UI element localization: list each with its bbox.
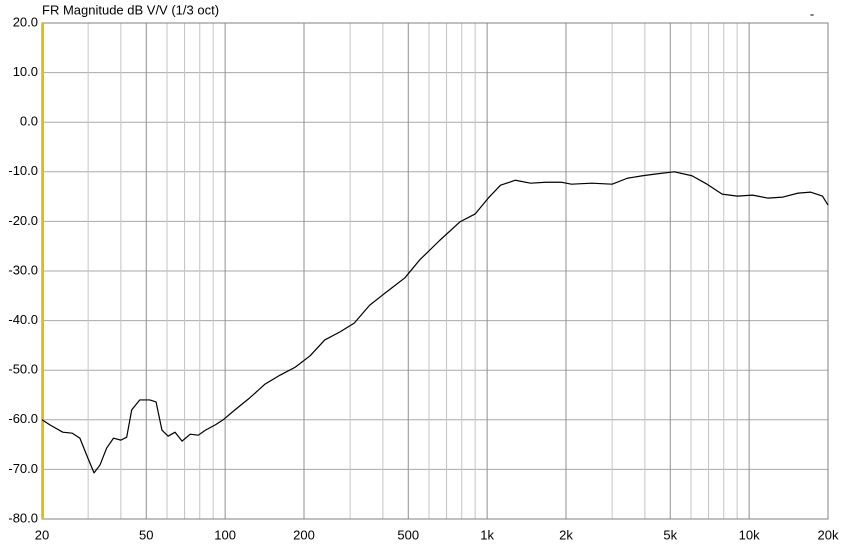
tick-labels: 20.0 10.0 0.0 -10.0 -20.0 -30.0 -40.0 -50.0 -60.… — [8, 14, 839, 542]
x-tick-label: 10k — [739, 527, 760, 542]
x-tick-label: 50 — [139, 527, 153, 542]
y-tick-label: -50.0 — [8, 362, 38, 377]
y-tick-label: -70.0 — [8, 461, 38, 476]
x-tick-label: 100 — [214, 527, 236, 542]
x-tick-label: 5k — [663, 527, 677, 542]
y-tick-label: -80.0 — [8, 510, 38, 525]
x-tick-label: 20 — [35, 527, 49, 542]
chart-title: FR Magnitude dB V/V (1/3 oct) — [42, 2, 219, 17]
x-tick-label: 2k — [559, 527, 573, 542]
x-tick-label: 20k — [818, 527, 839, 542]
y-tick-label: 20.0 — [13, 14, 38, 29]
data-lines — [41, 171, 829, 474]
response-line — [41, 171, 829, 474]
y-tick-label: 0.0 — [20, 114, 38, 129]
x-tick-label: 500 — [397, 527, 419, 542]
y-tick-label: -10.0 — [8, 163, 38, 178]
x-tick-label: 200 — [293, 527, 315, 542]
y-tick-label: 10.0 — [13, 64, 38, 79]
y-tick-label: -60.0 — [8, 411, 38, 426]
y-tick-label: -30.0 — [8, 262, 38, 277]
y-tick-label: -40.0 — [8, 312, 38, 327]
corner-mark: - — [810, 6, 814, 21]
x-tick-label: 1k — [480, 527, 494, 542]
y-tick-label: -20.0 — [8, 213, 38, 228]
